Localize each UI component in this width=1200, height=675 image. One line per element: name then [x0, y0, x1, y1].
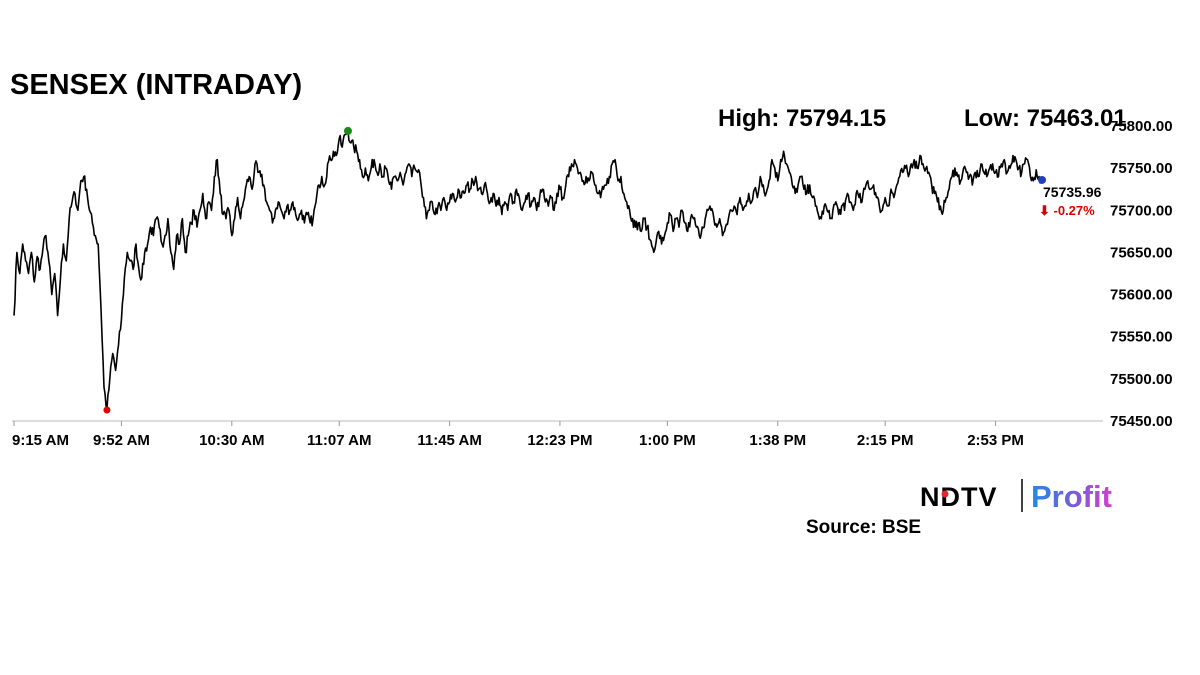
x-tick-label: 9:15 AM	[12, 432, 69, 449]
last-price-label: 75735.96	[1043, 184, 1102, 200]
price-line-series	[13, 130, 1043, 411]
ndtv-red-dot	[941, 490, 949, 498]
x-tick-label: 1:38 PM	[749, 432, 806, 449]
x-axis: 9:15 AM 9:52 AM 10:30 AM 11:07 AM 11:45 AM 12…	[12, 421, 1024, 449]
high-marker	[343, 126, 352, 135]
x-tick-label: 2:15 PM	[857, 432, 914, 449]
x-tick-label: 10:30 AM	[199, 432, 264, 449]
x-tick-label: 11:45 AM	[417, 432, 481, 449]
profit-wordmark: Profit	[1031, 479, 1112, 514]
x-tick-label: 11:07 AM	[307, 432, 371, 449]
y-tick-label: 75750.00	[1110, 160, 1173, 177]
high-stat: High: 75794.15	[718, 105, 886, 132]
ndtv-wordmark: NDTV	[920, 482, 998, 512]
y-tick-label: 75450.00	[1110, 413, 1173, 430]
source-note: Source: BSE	[806, 517, 921, 538]
low-marker	[103, 406, 111, 414]
last-price-marker	[1038, 175, 1047, 184]
y-tick-label: 75700.00	[1110, 202, 1173, 219]
y-tick-label: 75800.00	[1110, 118, 1173, 135]
x-tick-label: 1:00 PM	[639, 432, 696, 449]
change-percent-label: ⬇ -0.27%	[1039, 203, 1095, 218]
x-tick-label: 9:52 AM	[93, 432, 150, 449]
x-tick-label: 2:53 PM	[967, 432, 1024, 449]
y-tick-label: 75550.00	[1110, 329, 1173, 346]
ndtv-profit-logo: NDTV Profit	[920, 479, 1112, 514]
y-tick-label: 75600.00	[1110, 287, 1173, 304]
y-tick-label: 75650.00	[1110, 244, 1173, 261]
low-stat: Low: 75463.01	[964, 105, 1127, 132]
chart-title: SENSEX (INTRADAY)	[10, 69, 302, 101]
x-tick-label: 12:23 PM	[527, 432, 592, 449]
y-axis: 75450.00 75500.00 75550.00 75600.00 75650.00…	[1110, 118, 1173, 430]
y-tick-label: 75500.00	[1110, 371, 1173, 388]
